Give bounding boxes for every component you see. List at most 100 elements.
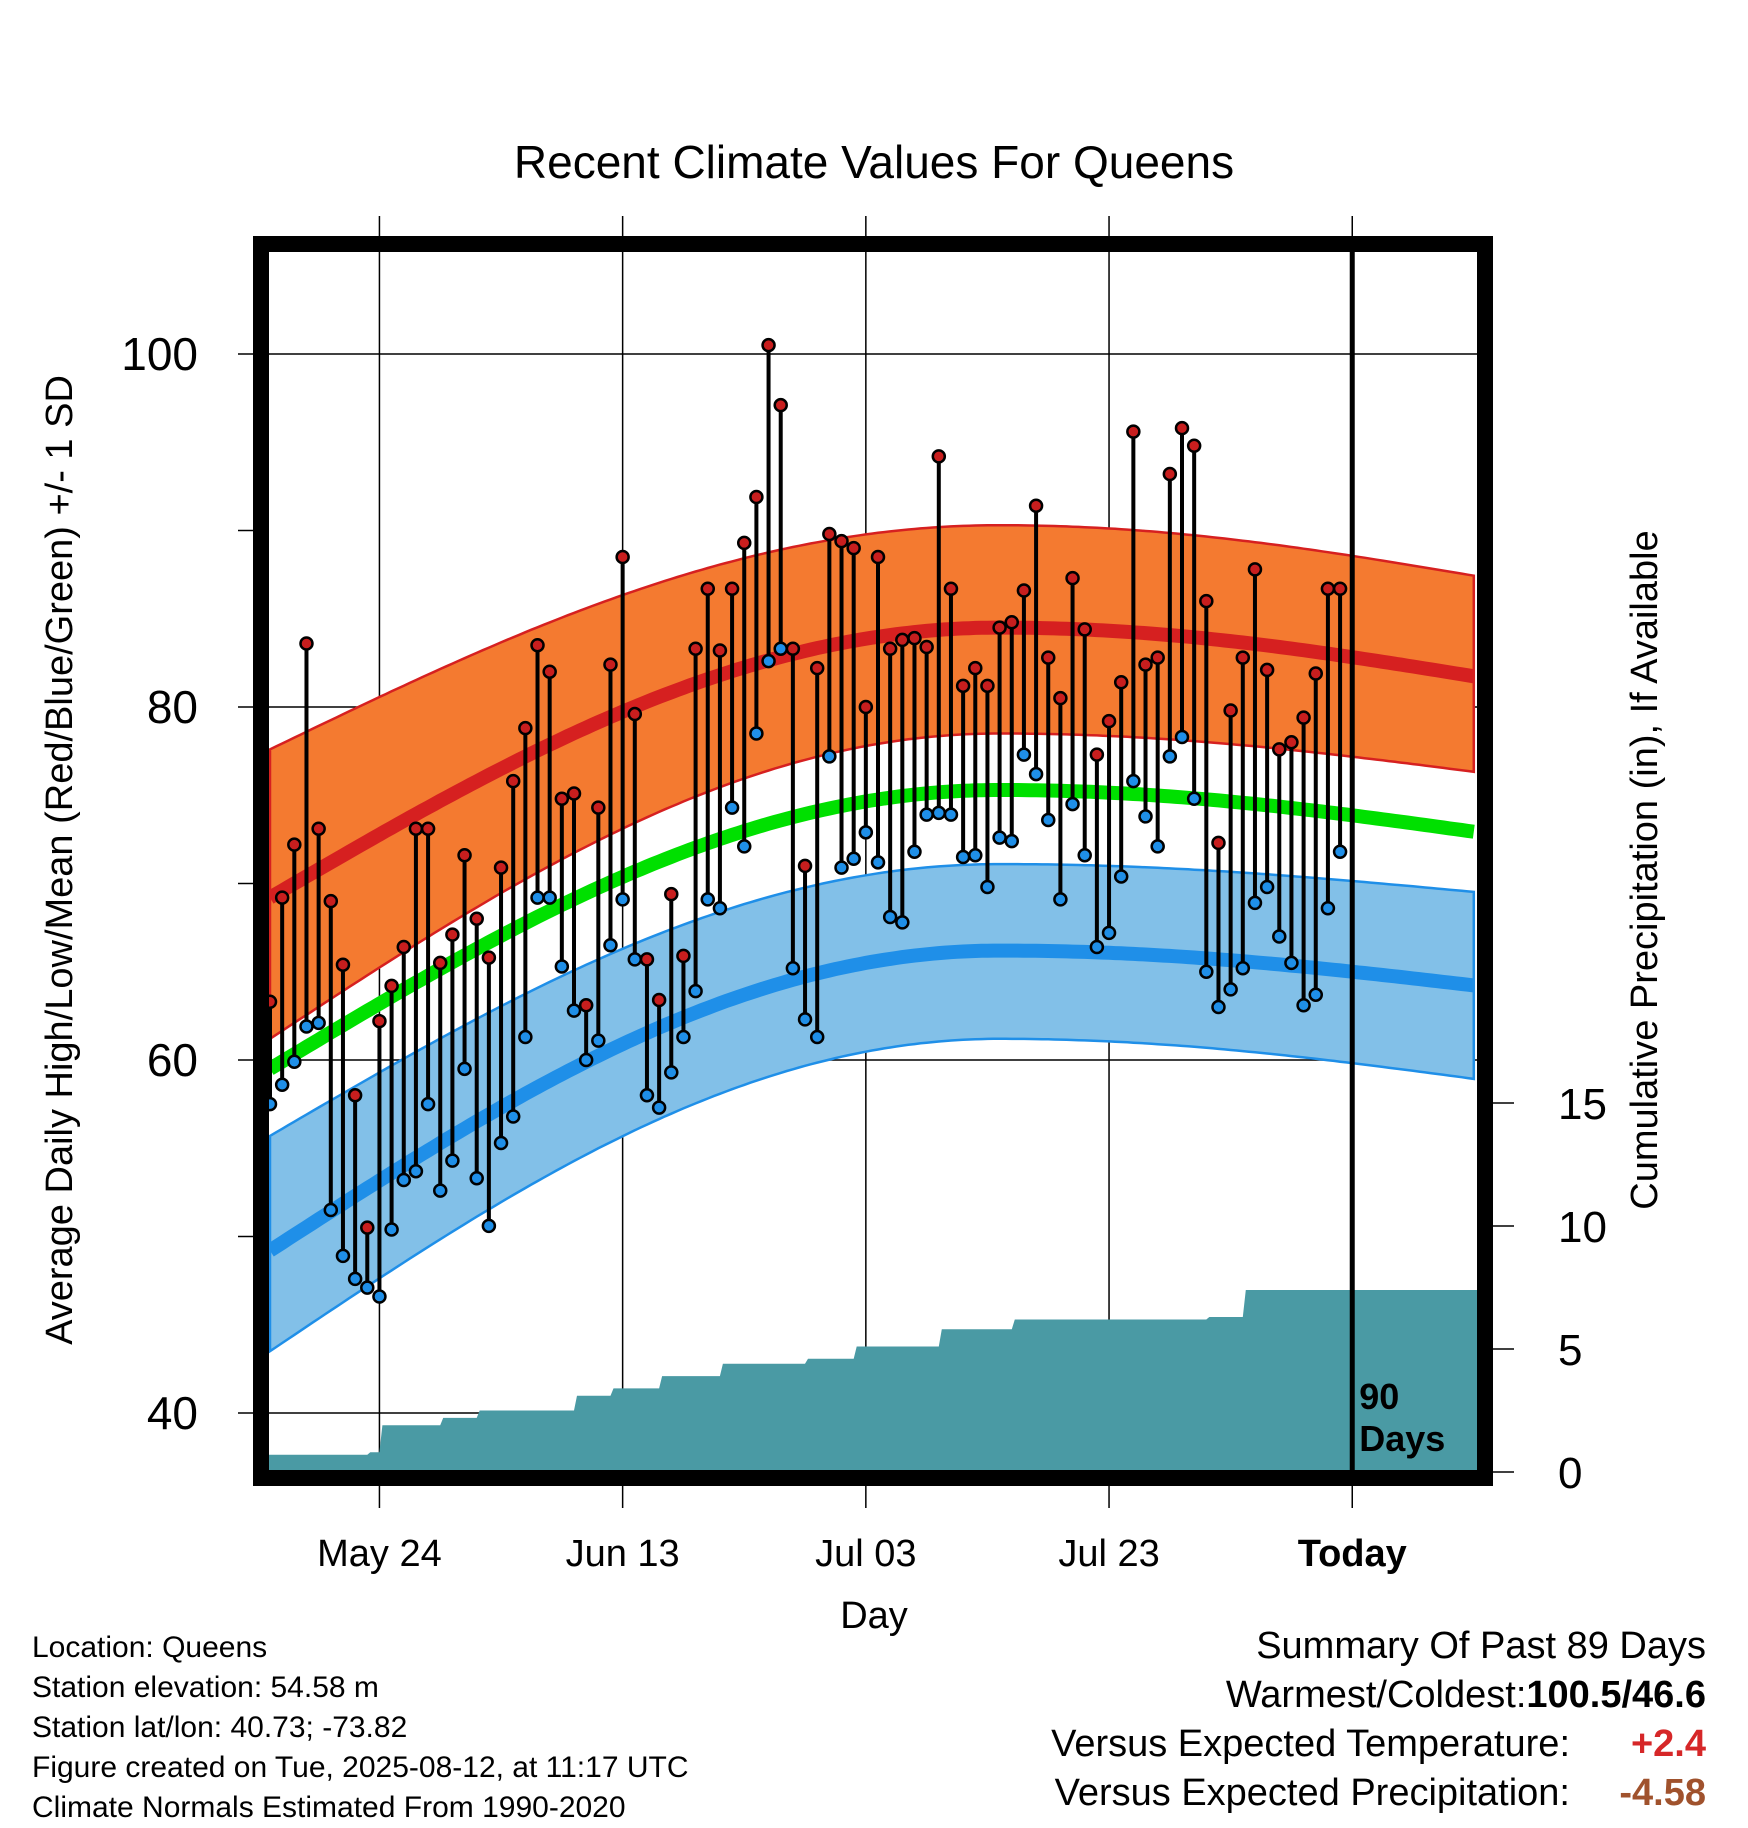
low-point [1332,844,1348,859]
high-point [1150,650,1165,665]
low-point [1174,729,1190,745]
high-point [1174,420,1190,436]
high-point [1186,438,1202,454]
low-point [1247,895,1263,911]
high-point [895,632,910,648]
low-point [1065,796,1080,812]
high-point [287,837,302,852]
high-point [1332,581,1348,596]
low-point [968,848,983,863]
low-point [1053,892,1068,907]
high-point [1320,581,1336,596]
precip-label: Versus Expected Precipitation: [1054,1772,1570,1814]
x-tick-label: Jun 13 [566,1533,680,1575]
high-point [797,858,813,874]
high-point [1126,424,1141,439]
low-point [530,890,545,905]
high-point [1308,666,1324,681]
low-point [299,1019,314,1034]
low-point [1028,766,1044,782]
created-text: Figure created on Tue, 2025-08-12, at 11… [32,1751,689,1784]
high-point [785,641,801,657]
low-point [493,1135,509,1151]
high-point [1028,498,1044,514]
high-point [469,911,484,927]
high-point [603,657,618,672]
high-point [1089,747,1105,762]
high-point [809,660,825,676]
low-point [518,1029,533,1045]
x-tick-label: Jul 23 [1058,1533,1159,1575]
temp-value: +2.4 [1630,1723,1706,1765]
plot-frame [253,236,1493,1486]
y-axis-label: Average Daily High/Low/Mean (Red/Blue/Gr… [39,375,81,1345]
low-point [1138,809,1153,824]
high-point [432,955,448,971]
y2-tick-label: 0 [1558,1449,1582,1498]
low-point [943,807,959,822]
low-point [992,830,1007,845]
summary-panel: Summary Of Past 89 Days Warmest/Coldest:… [1051,1622,1706,1818]
low-point [1235,960,1251,976]
low-point [481,1218,497,1234]
low-point [846,851,861,867]
high-point [870,549,886,565]
low-point [1284,955,1299,971]
high-point [700,581,716,596]
low-point [396,1172,412,1188]
low-point [700,892,716,907]
low-point [445,1153,460,1168]
low-point [1259,879,1275,895]
low-point [408,1163,424,1179]
x-tick-label: Today [1298,1533,1407,1575]
low-point [1077,848,1092,863]
high-point [749,489,764,505]
high-point [1077,622,1092,637]
summary-title: Summary Of Past 89 Days [1256,1625,1706,1667]
low-point [566,1003,582,1018]
low-point [834,860,849,875]
y-tick-label: 60 [147,1034,198,1086]
high-point [736,535,752,551]
x-axis-label: Day [840,1595,908,1637]
high-point [347,1088,363,1103]
high-point [323,893,339,909]
high-point [822,526,837,542]
low-point [268,1096,278,1112]
high-point [372,1013,387,1029]
low-point [907,844,922,859]
warm-cold-value: 100.5/46.6 [1526,1674,1706,1716]
low-point [1113,869,1129,884]
low-point [1040,812,1056,828]
high-point [360,1220,375,1235]
low-point [797,1012,813,1027]
high-point [1053,690,1068,706]
warm-cold-row: Warmest/Coldest:100.5/46.6 [1051,1671,1706,1720]
low-point [627,952,643,967]
low-point [420,1096,436,1112]
low-point [1296,998,1311,1013]
high-point [591,800,606,815]
high-point [1040,650,1056,665]
x-tick-label: Jul 03 [815,1533,916,1575]
plot-area: 90 Days [268,245,1478,1471]
high-point [1016,583,1032,598]
high-point [396,939,412,955]
y-tick-label: 40 [147,1387,198,1439]
low-point [335,1248,351,1264]
low-point [651,1100,667,1115]
low-point [882,909,898,925]
low-point [372,1289,387,1304]
low-point [664,1065,679,1080]
x-tick-label: May 24 [317,1533,442,1575]
low-point [1089,939,1105,955]
high-point [1272,742,1287,757]
high-point [408,821,424,837]
low-point [591,1033,606,1048]
high-point [299,636,314,651]
precip-area [268,1290,1478,1471]
y2-tick-label: 10 [1558,1203,1607,1252]
low-point [311,1015,326,1031]
low-point [870,855,886,870]
